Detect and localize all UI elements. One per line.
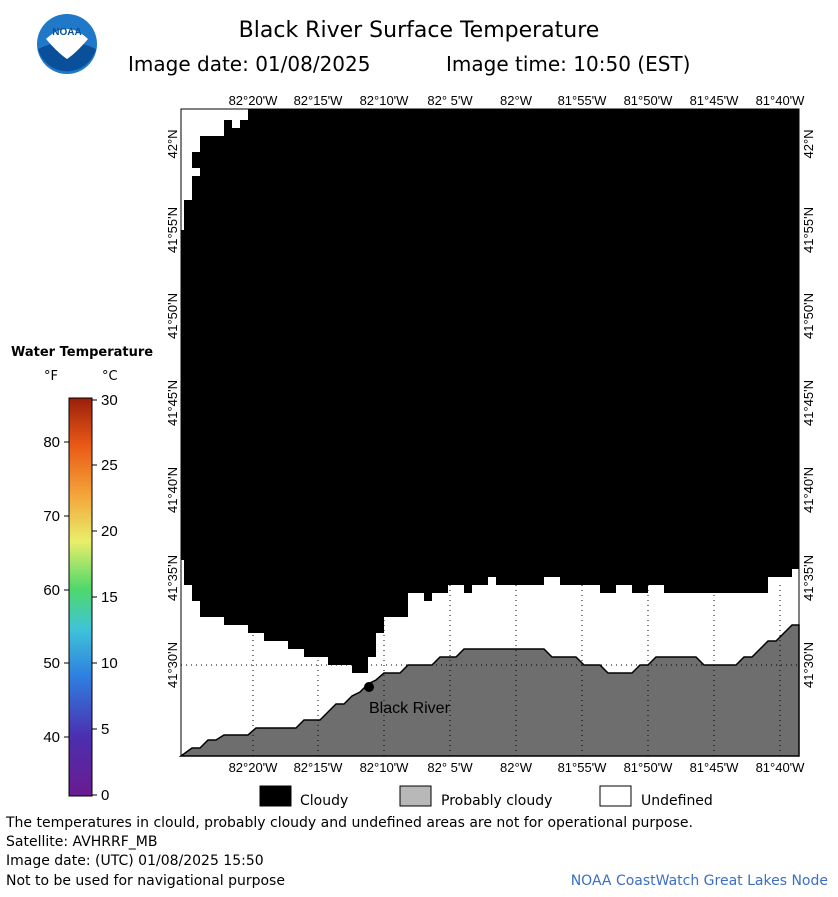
station-label: Black River [369, 700, 451, 717]
celsius-tick: 10 [101, 655, 118, 672]
navigation-warning: Not to be used for navigational purpose [6, 873, 285, 889]
image-time: Image time: 10:50 (EST) [446, 52, 691, 76]
celsius-tick: 5 [101, 721, 109, 738]
lat-label-left: 41°45'N [165, 380, 180, 426]
lat-label-right: 42°N [801, 129, 816, 158]
unit-celsius: °C [102, 369, 118, 384]
lon-label-top: 82°20'W [229, 93, 279, 108]
celsius-tick: 20 [101, 523, 118, 540]
image-date: Image date: 01/08/2025 [128, 52, 371, 76]
unit-fahrenheit: °F [44, 369, 58, 384]
lat-label-left: 42°N [165, 129, 180, 158]
lon-label-bottom: 82°20'W [229, 760, 279, 775]
fahrenheit-tick: 50 [43, 655, 60, 672]
lon-label-top: 81°40'W [756, 93, 806, 108]
lon-labels-bottom: 82°20'W 82°15'W 82°10'W 82° 5'W 82°W 81°… [229, 760, 806, 775]
colorbar-ticks [64, 399, 97, 796]
satellite-info: Satellite: AVHRRF_MB [6, 834, 158, 850]
celsius-tick: 30 [101, 392, 118, 409]
lon-label-bottom: 81°50'W [624, 760, 674, 775]
cloudy-region [181, 109, 799, 673]
lat-label-left: 41°50'N [165, 293, 180, 339]
celsius-labels: 30 25 20 15 10 5 0 [101, 392, 118, 804]
logo-text: NOAA [52, 27, 81, 38]
fahrenheit-tick: 70 [43, 508, 60, 525]
lon-label-bottom: 81°55'W [558, 760, 608, 775]
cloudy-swatch [259, 785, 292, 807]
lon-label-bottom: 82° 5'W [427, 760, 473, 775]
fahrenheit-tick: 40 [43, 729, 60, 746]
lon-label-bottom: 82°15'W [294, 760, 344, 775]
lat-label-left: 41°35'N [165, 555, 180, 601]
fahrenheit-labels: 80 70 60 50 40 [43, 434, 60, 746]
celsius-tick: 0 [101, 787, 109, 804]
noaa-logo: NOAA [36, 13, 98, 75]
probably-cloudy-label: Probably cloudy [441, 793, 553, 809]
lat-label-right: 41°30'N [801, 642, 816, 688]
fahrenheit-tick: 60 [43, 582, 60, 599]
probably-cloudy-region [178, 624, 800, 757]
cloudy-label: Cloudy [300, 793, 349, 809]
disclaimer: The temperatures in clould, probably clo… [6, 815, 693, 831]
utc-date: Image date: (UTC) 01/08/2025 15:50 [6, 853, 264, 869]
lon-label-top: 82° 5'W [427, 93, 473, 108]
fahrenheit-tick: 80 [43, 434, 60, 451]
map-frame [180, 108, 800, 757]
celsius-tick: 15 [101, 589, 118, 606]
lon-label-bottom: 81°45'W [690, 760, 740, 775]
credit-text: NOAA CoastWatch Great Lakes Node [570, 873, 828, 889]
lon-label-top: 82°10'W [360, 93, 410, 108]
lat-labels-left: 42°N 41°55'N 41°50'N 41°45'N 41°40'N 41°… [165, 129, 180, 688]
lon-label-bottom: 82°W [500, 760, 533, 775]
lon-label-top: 82°15'W [294, 93, 344, 108]
undefined-label: Undefined [641, 793, 713, 809]
lat-label-left: 41°55'N [165, 207, 180, 253]
celsius-tick: 25 [101, 457, 118, 474]
lat-label-right: 41°55'N [801, 207, 816, 253]
lon-labels-top: 82°20'W 82°15'W 82°10'W 82° 5'W 82°W 81°… [229, 93, 806, 108]
lon-label-top: 82°W [500, 93, 533, 108]
lat-label-right: 41°45'N [801, 380, 816, 426]
lon-label-top: 81°50'W [624, 93, 674, 108]
lat-label-right: 41°35'N [801, 555, 816, 601]
lon-label-bottom: 81°40'W [756, 760, 806, 775]
lat-label-left: 41°30'N [165, 642, 180, 688]
lon-label-bottom: 82°10'W [360, 760, 410, 775]
lat-label-right: 41°50'N [801, 293, 816, 339]
lon-label-top: 81°45'W [690, 93, 740, 108]
map-title: Black River Surface Temperature [238, 18, 600, 43]
undefined-swatch [599, 785, 632, 807]
lat-label-left: 41°40'N [165, 467, 180, 513]
probably-cloudy-swatch [399, 785, 432, 807]
colorbar [68, 397, 93, 797]
lat-labels-right: 42°N 41°55'N 41°50'N 41°45'N 41°40'N 41°… [801, 129, 816, 688]
lat-label-right: 41°40'N [801, 467, 816, 513]
station-marker [364, 682, 374, 692]
colorbar-title: Water Temperature [11, 345, 154, 360]
lon-label-top: 81°55'W [558, 93, 608, 108]
